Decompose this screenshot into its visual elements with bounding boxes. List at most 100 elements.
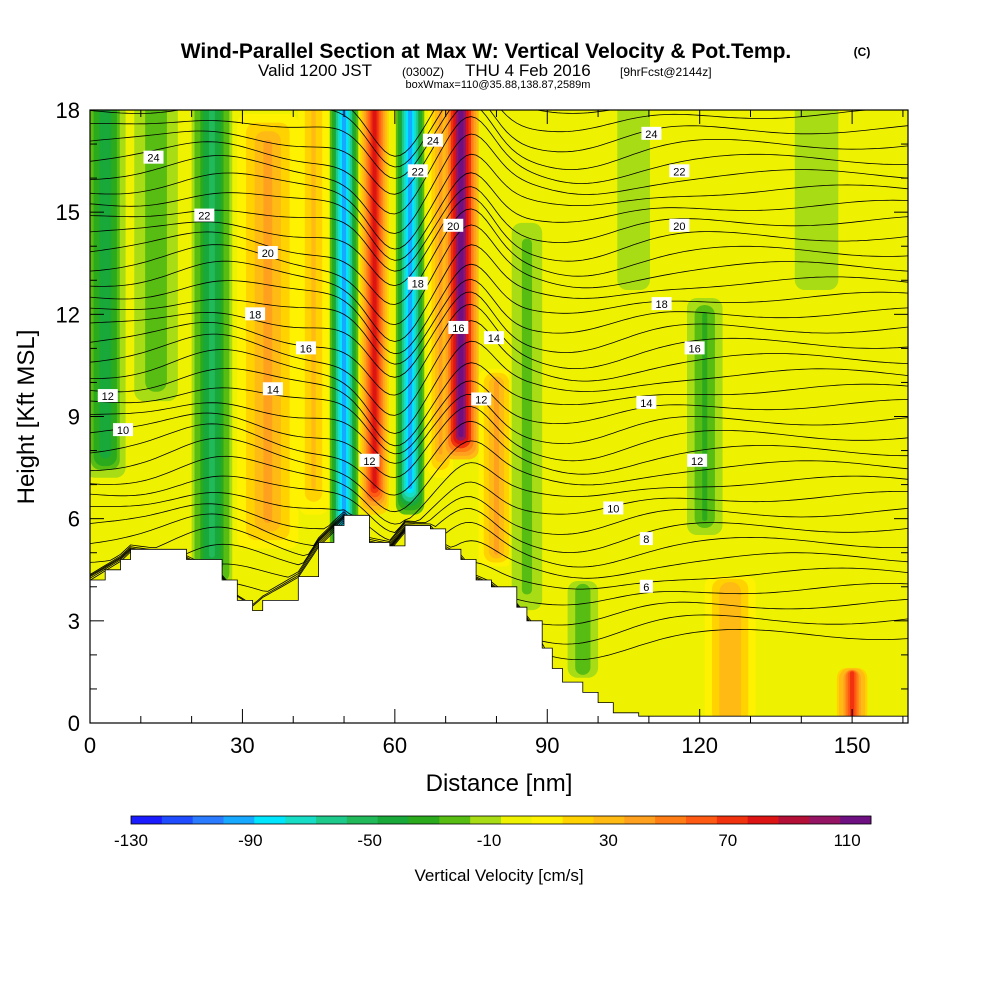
chart-subtitle: Valid 1200 JST (0300Z) THU 4 Feb 2016 [9… bbox=[258, 61, 712, 80]
colorbar-swatch bbox=[716, 816, 749, 824]
theta-label-text: 14 bbox=[267, 384, 279, 396]
terrain-mask bbox=[90, 514, 908, 723]
theta-contour bbox=[90, 320, 908, 416]
theta-label: 12 bbox=[97, 389, 118, 403]
x-tick-label: 120 bbox=[681, 733, 718, 758]
velocity-band-level bbox=[372, 110, 377, 489]
colorbar-swatch bbox=[223, 816, 255, 824]
colorbar-swatch bbox=[285, 816, 317, 824]
theta-label: 14 bbox=[483, 331, 504, 345]
theta-contour bbox=[90, 514, 908, 579]
colorbar-swatch bbox=[346, 816, 379, 824]
velocity-band-level bbox=[263, 139, 273, 523]
velocity-band-level bbox=[152, 110, 160, 386]
theta-label-box bbox=[669, 218, 690, 232]
colorbar-swatch bbox=[778, 816, 810, 824]
theta-contour bbox=[90, 278, 908, 365]
theta-contour bbox=[90, 244, 908, 342]
x-axis-title: Distance [nm] bbox=[426, 770, 573, 797]
colorbar-swatch bbox=[624, 816, 656, 824]
theta-contour bbox=[90, 224, 908, 326]
theta-label: 18 bbox=[407, 276, 428, 291]
velocity-band bbox=[237, 114, 299, 549]
theta-label: 24 bbox=[641, 126, 662, 141]
theta-label: 20 bbox=[257, 246, 278, 260]
colorbar-swatch bbox=[254, 816, 286, 824]
colorbar-swatch bbox=[192, 816, 224, 824]
velocity-band-level bbox=[493, 380, 499, 555]
theta-contour bbox=[90, 153, 908, 250]
theta-label-text: 22 bbox=[673, 166, 685, 178]
theta-contour bbox=[90, 208, 908, 305]
theta-label-box bbox=[651, 297, 672, 311]
velocity-band bbox=[610, 110, 657, 294]
theta-label-text: 12 bbox=[363, 456, 375, 468]
theta-contour bbox=[90, 437, 908, 513]
theta-contour bbox=[90, 380, 908, 455]
theta-label-text: 18 bbox=[412, 279, 424, 291]
velocity-band-level bbox=[849, 671, 855, 723]
theta-label-box bbox=[113, 423, 134, 437]
chart-title: Wind-Parallel Section at Max W: Vertical… bbox=[181, 40, 792, 63]
theta-label: 14 bbox=[636, 395, 657, 410]
x-tick-label: 60 bbox=[383, 733, 407, 758]
theta-contour bbox=[90, 196, 908, 287]
theta-label: 10 bbox=[603, 501, 624, 515]
theta-label-text: 20 bbox=[447, 221, 459, 233]
theta-label-box bbox=[448, 320, 469, 334]
theta-label-text: 12 bbox=[475, 394, 487, 406]
theta-label-text: 22 bbox=[412, 166, 424, 178]
theta-label-box bbox=[194, 208, 215, 222]
theta-label-box bbox=[257, 246, 278, 260]
colorbar-label: 30 bbox=[599, 831, 618, 850]
theta-label-text: 12 bbox=[691, 456, 703, 468]
theta-label-text: 22 bbox=[198, 211, 210, 223]
colorbar-swatch bbox=[501, 816, 533, 824]
theta-label-box bbox=[669, 164, 690, 178]
y-axis-title: Height [Kft MSL] bbox=[13, 330, 40, 505]
valid-time: Valid 1200 JST bbox=[258, 61, 372, 80]
theta-label: 10 bbox=[113, 423, 134, 437]
theta-contour bbox=[90, 503, 908, 553]
velocity-band bbox=[704, 575, 756, 723]
theta-label-text: 6 bbox=[643, 582, 649, 594]
colorbar-swatch bbox=[686, 816, 718, 824]
theta-label-box bbox=[443, 218, 464, 232]
theta-contour bbox=[90, 515, 908, 590]
valid-utc: (0300Z) bbox=[402, 65, 444, 79]
theta-label-text: 12 bbox=[102, 391, 114, 403]
x-tick-label: 90 bbox=[535, 733, 559, 758]
theta-contour bbox=[90, 133, 908, 234]
theta-label: 18 bbox=[651, 297, 672, 311]
theta-label: 22 bbox=[669, 164, 690, 178]
theta-label-box bbox=[641, 126, 662, 140]
theta-label-text: 14 bbox=[488, 333, 500, 345]
colorbar-swatch bbox=[161, 816, 194, 824]
theta-contour bbox=[90, 263, 908, 355]
velocity-band-level bbox=[438, 110, 443, 455]
theta-contour bbox=[90, 116, 908, 215]
theta-label: 24 bbox=[422, 133, 443, 148]
theta-label-box bbox=[97, 389, 118, 403]
y-tick-label: 0 bbox=[68, 711, 80, 736]
theta-label: 16 bbox=[684, 341, 705, 355]
terrain-profile bbox=[90, 514, 908, 723]
forecast-info: [9hrFcst@2144z] bbox=[620, 65, 712, 79]
theta-label-text: 24 bbox=[427, 136, 439, 148]
theta-label-text: 16 bbox=[300, 343, 312, 355]
colorbar-label: 70 bbox=[718, 831, 737, 850]
theta-label-box bbox=[407, 276, 428, 290]
velocity-band-level bbox=[812, 110, 821, 283]
velocity-band bbox=[360, 110, 389, 515]
axis-ticks: 0 30 60 90 120 150 0 3 6 9 12 15 18 bbox=[56, 98, 908, 758]
colorbar-swatch bbox=[377, 816, 409, 824]
colorbar-swatch bbox=[470, 816, 502, 824]
theta-label-box bbox=[245, 307, 266, 321]
velocity-band-level bbox=[458, 110, 464, 438]
colorbar-swatch bbox=[439, 816, 471, 824]
theta-label-text: 8 bbox=[643, 534, 649, 546]
theta-label-box bbox=[483, 331, 504, 345]
velocity-band-level bbox=[580, 585, 586, 673]
velocity-band-level bbox=[209, 110, 215, 558]
theta-label-box bbox=[295, 341, 316, 355]
